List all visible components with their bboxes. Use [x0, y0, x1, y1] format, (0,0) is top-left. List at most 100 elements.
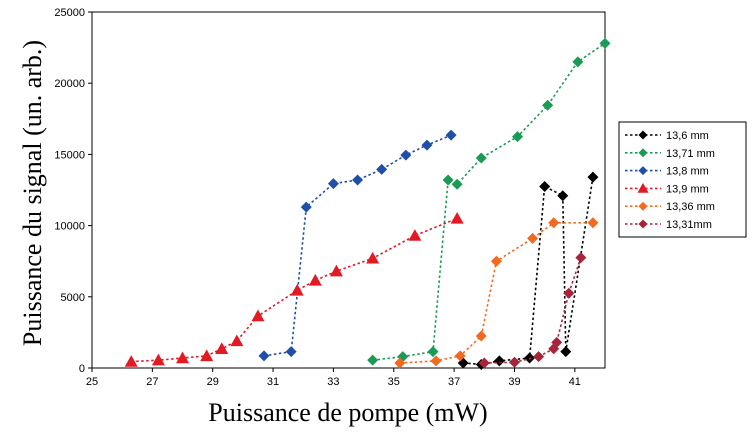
data-point — [575, 252, 587, 264]
data-point — [563, 287, 575, 299]
data-point — [394, 357, 406, 369]
y-tick-label: 5000 — [61, 292, 85, 304]
legend-swatch-marker — [638, 166, 648, 176]
data-point — [300, 201, 312, 213]
x-axis-ticks: 25 27 29 31 33 35 37 39 41 — [86, 368, 581, 388]
legend-label: 13,71 mm — [666, 148, 715, 160]
series-4 — [124, 211, 464, 367]
data-point — [285, 346, 297, 358]
data-point — [493, 355, 505, 367]
data-point — [366, 251, 380, 264]
y-axis-title: Puissance du signal (un. arb.) — [18, 40, 47, 346]
legend-item: 13,31mm — [625, 219, 712, 231]
data-point — [450, 211, 464, 224]
y-tick-label: 10000 — [54, 221, 85, 233]
data-point — [587, 217, 599, 229]
data-point — [251, 309, 265, 322]
data-point — [176, 351, 190, 364]
data-point — [352, 174, 364, 186]
legend: 13,6 mm 13,71 mm 13,8 mm 13,9 mm 13,36 mm 13,… — [618, 121, 747, 238]
x-axis-title: Puissance de pompe (mW) — [208, 398, 487, 427]
data-point — [587, 171, 599, 183]
legend-item: 13,36 mm — [625, 201, 715, 213]
data-point — [421, 139, 433, 151]
data-point — [539, 180, 551, 192]
legend-swatch-marker — [638, 201, 648, 211]
legend-swatch-marker — [637, 182, 649, 193]
data-point — [533, 351, 545, 363]
legend-label: 13,8 mm — [666, 166, 709, 178]
plot-area: 25 27 29 31 33 35 37 39 41 0 5000 10000 15000 20000 2… — [54, 7, 611, 388]
legend-label: 13,6 mm — [666, 130, 709, 142]
data-point — [151, 353, 165, 366]
data-point — [475, 152, 487, 164]
legend-swatch-marker — [638, 130, 648, 140]
y-tick-label: 15000 — [54, 149, 85, 161]
legend-label: 13,31mm — [666, 219, 712, 231]
series-line — [372, 42, 606, 361]
data-point — [451, 178, 463, 190]
data-point — [367, 354, 379, 366]
data-point — [400, 149, 412, 161]
y-tick-label: 0 — [79, 363, 85, 375]
data-point — [445, 129, 457, 141]
data-point — [551, 336, 563, 348]
data-point — [442, 174, 454, 186]
series-5 — [394, 217, 599, 369]
data-point — [475, 330, 487, 342]
series-3 — [258, 129, 457, 362]
legend-item: 13,8 mm — [625, 166, 709, 178]
y-axis-ticks: 0 5000 10000 15000 20000 25000 — [54, 7, 92, 375]
data-point — [557, 190, 569, 202]
x-tick-label: 33 — [327, 376, 339, 388]
data-point — [548, 217, 560, 229]
legend-items: 13,6 mm 13,71 mm 13,8 mm 13,9 mm 13,36 mm 13,… — [625, 130, 715, 231]
series-line — [263, 134, 452, 357]
legend-item: 13,9 mm — [625, 182, 709, 195]
data-point — [478, 357, 490, 369]
legend-swatch-marker — [638, 148, 648, 158]
series-layer — [124, 37, 611, 370]
legend-item: 13,71 mm — [625, 148, 715, 160]
data-point — [124, 355, 138, 367]
data-point — [329, 264, 343, 277]
x-tick-label: 29 — [207, 376, 219, 388]
data-point — [427, 346, 439, 358]
x-tick-label: 37 — [448, 376, 460, 388]
plot-frame — [91, 11, 606, 369]
data-point — [215, 342, 229, 354]
data-point — [308, 273, 322, 286]
data-point — [430, 355, 442, 367]
data-point — [542, 99, 554, 111]
data-point — [490, 255, 502, 267]
data-point — [560, 346, 572, 358]
data-point — [258, 350, 270, 362]
data-point — [572, 56, 584, 68]
data-point — [454, 350, 466, 362]
legend-swatch-marker — [638, 219, 648, 229]
data-point — [376, 163, 388, 175]
y-tick-label: 20000 — [54, 78, 85, 90]
x-tick-label: 31 — [267, 376, 279, 388]
data-point — [508, 356, 520, 368]
data-point — [408, 229, 422, 241]
x-tick-label: 35 — [388, 376, 400, 388]
x-tick-label: 25 — [86, 376, 98, 388]
legend-label: 13,36 mm — [666, 201, 715, 213]
data-point — [200, 349, 214, 362]
legend-box — [618, 121, 747, 238]
x-tick-label: 39 — [508, 376, 520, 388]
data-point — [599, 37, 611, 49]
x-tick-label: 27 — [146, 376, 158, 388]
data-point — [527, 232, 539, 244]
data-point — [290, 283, 304, 296]
x-tick-label: 41 — [569, 376, 581, 388]
y-tick-label: 25000 — [54, 7, 85, 19]
data-point — [230, 334, 244, 347]
data-point — [511, 131, 523, 143]
series-2 — [367, 37, 611, 366]
legend-item: 13,6 mm — [625, 130, 709, 142]
data-point — [327, 178, 339, 190]
legend-label: 13,9 mm — [666, 183, 709, 195]
